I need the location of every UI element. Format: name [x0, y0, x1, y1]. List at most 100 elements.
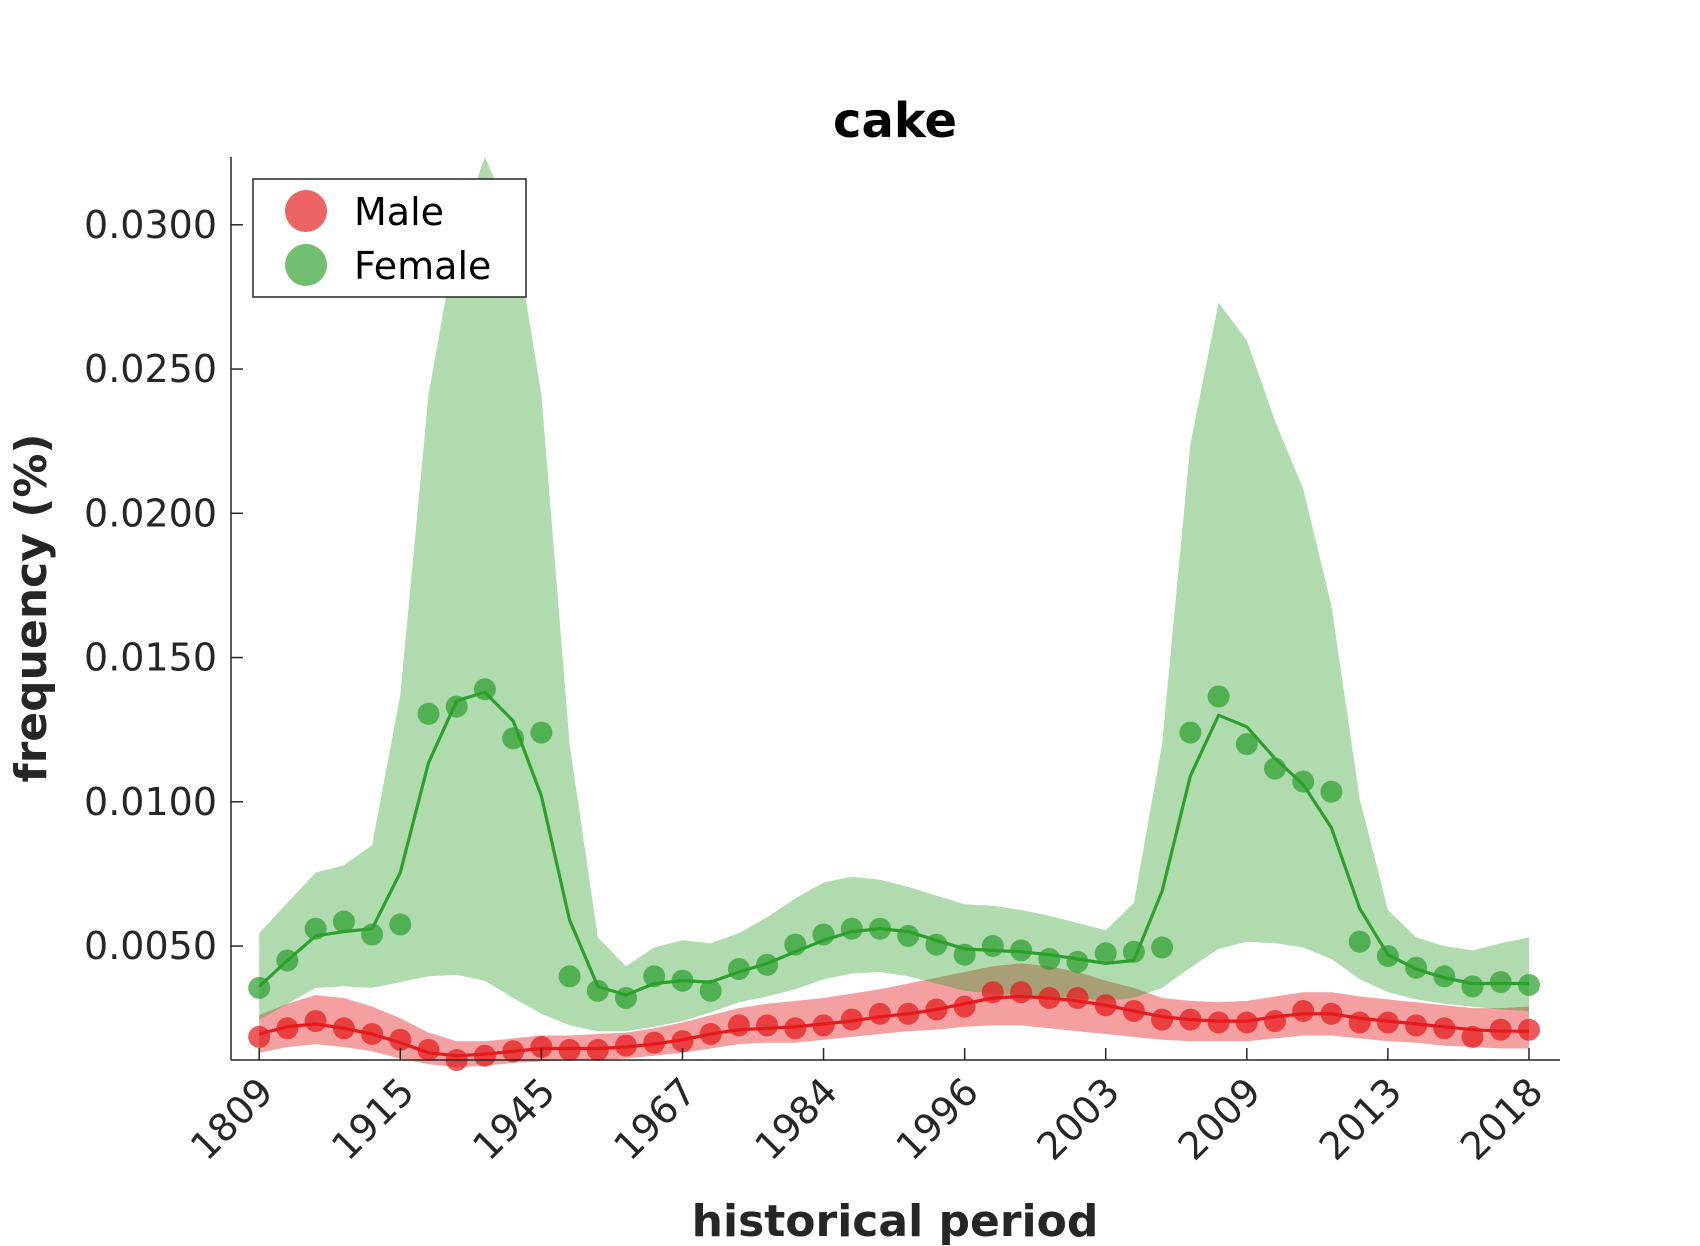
x-axis-title: historical period	[692, 1196, 1099, 1246]
y-axis-title: frequency (%)	[6, 433, 57, 782]
point-female	[1122, 940, 1145, 963]
point-male	[643, 1031, 666, 1054]
legend-marker-male	[285, 190, 327, 232]
point-male	[473, 1044, 496, 1067]
series-lines	[258, 690, 1529, 1058]
point-male	[502, 1040, 525, 1063]
point-male	[812, 1014, 835, 1037]
point-female	[1066, 950, 1089, 973]
point-female	[1489, 971, 1512, 994]
point-female	[953, 943, 976, 966]
point-male	[361, 1023, 384, 1045]
point-female	[812, 923, 835, 946]
point-male	[332, 1017, 355, 1040]
point-female	[276, 949, 299, 972]
point-female	[1518, 974, 1540, 996]
point-male	[558, 1038, 581, 1061]
point-female	[869, 917, 891, 940]
y-tick-label: 0.0300	[84, 203, 217, 247]
point-female	[361, 923, 384, 946]
point-male	[1376, 1011, 1399, 1034]
point-female	[981, 935, 1004, 957]
point-female	[1094, 942, 1117, 965]
point-male	[586, 1038, 609, 1061]
point-male	[530, 1036, 553, 1058]
point-male	[1405, 1014, 1428, 1037]
y-tick-label: 0.0050	[84, 924, 217, 968]
point-female	[1151, 936, 1174, 959]
point-female	[1348, 930, 1371, 953]
point-male	[1518, 1018, 1540, 1041]
point-male	[1264, 1010, 1286, 1033]
point-male	[1292, 1000, 1315, 1022]
point-male	[869, 1002, 891, 1025]
y-tick-label: 0.0250	[84, 347, 217, 391]
point-female	[1235, 733, 1258, 756]
point-female	[502, 727, 525, 750]
point-male	[981, 981, 1004, 1004]
band-female	[259, 157, 1530, 1032]
point-male	[784, 1017, 807, 1040]
point-female	[558, 965, 581, 988]
point-female	[586, 979, 609, 1002]
point-female	[389, 913, 412, 936]
point-female	[671, 969, 694, 992]
point-female	[925, 933, 948, 956]
point-male	[756, 1014, 779, 1037]
point-female	[530, 721, 553, 744]
point-male	[671, 1030, 694, 1053]
point-male	[1489, 1018, 1512, 1041]
point-male	[1010, 981, 1033, 1004]
point-female	[643, 965, 666, 988]
point-female	[1433, 965, 1456, 988]
point-male	[1235, 1011, 1258, 1034]
point-male	[1038, 987, 1061, 1009]
point-female	[332, 910, 355, 933]
point-female	[897, 924, 920, 947]
point-male	[840, 1008, 863, 1031]
point-female	[727, 958, 750, 981]
point-male	[897, 1002, 920, 1025]
point-male	[699, 1023, 722, 1045]
point-female	[1292, 770, 1315, 793]
point-male	[1151, 1008, 1174, 1031]
point-female	[1264, 757, 1286, 780]
point-female	[1461, 975, 1484, 998]
point-male	[1179, 1008, 1202, 1031]
point-female	[756, 953, 779, 976]
legend: Male Female	[252, 178, 527, 298]
point-female	[304, 917, 327, 940]
line-female	[258, 690, 1529, 997]
point-female	[473, 678, 496, 701]
point-male	[1094, 994, 1117, 1017]
y-tick-label: 0.0200	[84, 491, 217, 535]
point-female	[1320, 780, 1343, 803]
y-tick-label: 0.0150	[84, 636, 217, 680]
point-male	[727, 1014, 750, 1037]
point-male	[276, 1017, 299, 1040]
point-male	[389, 1028, 412, 1051]
point-male	[417, 1038, 440, 1061]
point-male	[925, 998, 948, 1021]
series-points	[248, 678, 1540, 1071]
point-female	[784, 933, 807, 956]
legend-label-female: Female	[354, 244, 491, 288]
chart-title: cake	[833, 93, 957, 149]
point-female	[699, 979, 722, 1002]
point-female	[1038, 948, 1061, 970]
point-male	[1122, 1000, 1145, 1022]
legend-marker-female	[285, 244, 327, 286]
point-female	[417, 702, 440, 725]
point-male	[248, 1025, 271, 1048]
point-female	[840, 917, 863, 940]
point-female	[1376, 945, 1399, 968]
point-male	[1348, 1011, 1371, 1034]
point-male	[1433, 1017, 1456, 1040]
legend-label-male: Male	[354, 190, 444, 234]
point-male	[304, 1010, 327, 1033]
line-male	[258, 994, 1529, 1058]
y-ticks: 0.0050 0.0100 0.0150 0.0200 0.0250 0.0300	[84, 203, 243, 968]
point-male	[1461, 1025, 1484, 1048]
point-female	[1179, 721, 1202, 744]
